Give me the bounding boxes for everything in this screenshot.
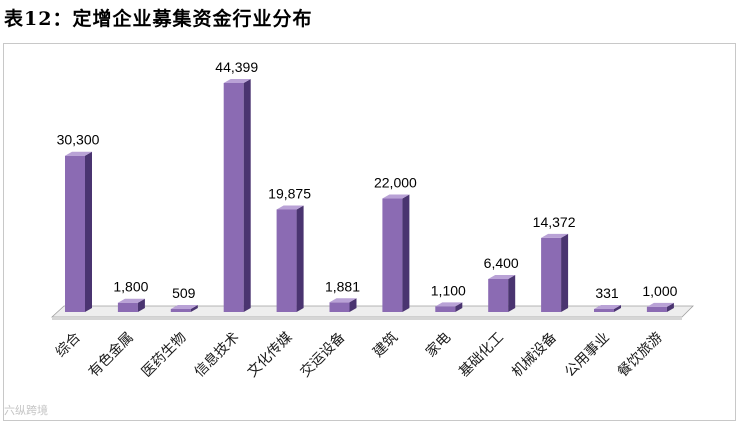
bar-side-3 [243, 79, 251, 312]
category-label-11: 餐饮旅游 [615, 330, 666, 381]
value-label-3: 44,399 [215, 59, 258, 75]
bar-top-7 [435, 302, 463, 307]
bar-1 [117, 302, 138, 312]
category-label-5: 交运设备 [297, 329, 349, 381]
value-label-5: 1,881 [325, 278, 360, 294]
bar-side-8 [508, 274, 516, 312]
value-label-1: 1,800 [113, 279, 148, 295]
value-label-6: 22,000 [374, 175, 417, 191]
value-label-4: 19,875 [268, 185, 311, 201]
bar-side-4 [296, 205, 304, 312]
bar-top-0 [65, 151, 92, 156]
category-label-4: 文化传媒 [245, 330, 296, 381]
chart-floor-edge [52, 317, 682, 320]
chart-title: 表12：定增企业募集资金行业分布 [4, 8, 313, 30]
category-label-8: 基础化工 [455, 329, 507, 381]
bar-side-10 [614, 305, 621, 312]
category-label-1: 有色金属 [85, 329, 137, 381]
bar-top-8 [488, 274, 516, 279]
category-label-6: 建筑 [370, 330, 401, 361]
bar-side-11 [666, 302, 674, 312]
bar-side-2 [190, 305, 198, 312]
category-label-10: 公用事业 [562, 330, 613, 381]
bar-side-1 [137, 298, 145, 312]
bar-4 [276, 209, 297, 312]
category-label-2: 医药生物 [139, 330, 190, 381]
value-label-8: 6,400 [484, 255, 519, 271]
value-label-10: 331 [595, 285, 619, 301]
bar-side-5 [349, 298, 357, 312]
bar-top-5 [329, 298, 357, 303]
bar-8 [488, 278, 509, 312]
bar-0 [65, 155, 85, 312]
bar-side-0 [85, 151, 92, 312]
bar-11 [646, 306, 667, 312]
bar-top-11 [646, 302, 674, 307]
category-label-3: 信息技术 [191, 329, 243, 381]
value-label-7: 1,100 [431, 282, 466, 298]
value-label-0: 30,300 [57, 132, 100, 148]
watermark-logo: 六纵跨境 [4, 404, 48, 417]
bar-top-6 [382, 194, 410, 199]
bar-top-4 [276, 205, 304, 210]
value-label-2: 509 [172, 285, 196, 301]
category-label-0: 综合 [53, 330, 84, 361]
category-label-9: 机械设备 [508, 329, 560, 381]
bar-top-10 [594, 305, 621, 309]
bar-top-2 [170, 305, 198, 309]
bar-top-9 [541, 233, 569, 238]
bar-top-1 [117, 298, 145, 303]
value-label-11: 1,000 [642, 283, 677, 299]
category-label-7: 家电 [422, 329, 454, 361]
bar-7 [435, 306, 456, 312]
bar-side-6 [402, 194, 410, 312]
bar-9 [541, 237, 562, 312]
value-label-9: 14,372 [533, 214, 576, 230]
bar-side-9 [561, 233, 569, 312]
bar-3 [223, 83, 244, 312]
chart-frame [3, 43, 736, 421]
bar-top-3 [223, 79, 251, 83]
bar-2 [170, 309, 191, 312]
bar-5 [329, 302, 350, 312]
bar-6 [382, 198, 403, 312]
bar-10 [594, 309, 614, 312]
bar-side-7 [455, 302, 463, 312]
